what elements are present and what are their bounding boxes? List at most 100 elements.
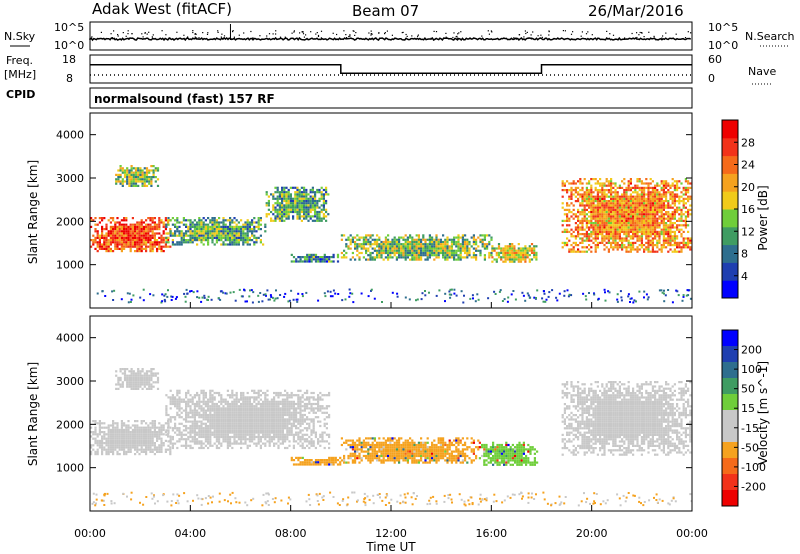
heatmap-cell	[138, 221, 141, 224]
heatmap-cell	[590, 208, 593, 211]
heatmap-cell	[141, 381, 144, 384]
heatmap-cell	[455, 236, 458, 239]
heatmap-cell	[607, 184, 610, 187]
heatmap-cell	[632, 224, 635, 227]
heatmap-cell	[402, 247, 405, 250]
heatmap-cell	[182, 400, 185, 403]
heatmap-cell	[629, 213, 632, 216]
heatmap-cell	[643, 296, 645, 299]
heatmap-cell	[156, 167, 160, 170]
heatmap-cell	[684, 189, 687, 192]
heatmap-cell	[614, 191, 617, 194]
heatmap-cell	[572, 235, 575, 238]
heatmap-cell	[101, 225, 104, 228]
heatmap-cell	[289, 195, 292, 198]
heatmap-cell	[130, 376, 133, 379]
heatmap-cell	[398, 251, 401, 255]
heatmap-cell	[605, 195, 608, 198]
heatmap-cell	[156, 437, 159, 440]
heatmap-cell	[193, 440, 196, 443]
heatmap-cell	[178, 438, 181, 441]
heatmap-cell	[222, 429, 225, 432]
heatmap-cell	[200, 424, 203, 428]
heatmap-cell	[107, 433, 110, 436]
heatmap-cell	[193, 405, 196, 408]
heatmap-cell	[147, 223, 150, 226]
heatmap-cell	[213, 398, 216, 401]
heatmap-cell	[660, 219, 663, 222]
heatmap-cell	[158, 431, 161, 434]
heatmap-cell	[147, 228, 150, 231]
heatmap-cell	[251, 301, 254, 304]
heatmap-cell	[150, 178, 153, 181]
heatmap-cell	[126, 167, 129, 170]
heatmap-cell	[283, 213, 286, 216]
heatmap-cell	[475, 238, 478, 241]
heatmap-cell	[665, 195, 668, 198]
heatmap-cell	[574, 213, 577, 216]
heatmap-cell	[687, 195, 690, 198]
heatmap-cell	[137, 184, 140, 187]
heatmap-cell	[437, 249, 440, 252]
heatmap-cell	[242, 243, 245, 246]
heatmap-cell	[300, 186, 303, 189]
heatmap-cell	[625, 217, 628, 220]
heatmap-cell	[402, 256, 405, 259]
heatmap-cell	[519, 256, 523, 259]
heatmap-cell	[207, 413, 210, 417]
heatmap-cell	[612, 239, 615, 242]
heatmap-cell	[618, 215, 621, 218]
heatmap-cell	[140, 450, 143, 453]
noise-search-point	[687, 31, 689, 33]
heatmap-cell	[120, 437, 123, 440]
heatmap-cell	[592, 237, 595, 240]
heatmap-cell	[647, 204, 650, 207]
heatmap-cell	[474, 300, 477, 303]
heatmap-cell	[215, 422, 218, 425]
heatmap-cell	[94, 439, 97, 442]
heatmap-cell	[515, 254, 518, 257]
heatmap-cell	[662, 222, 665, 225]
heatmap-cell	[636, 186, 639, 189]
heatmap-cell	[283, 193, 286, 196]
heatmap-cell	[207, 295, 210, 298]
heatmap-cell	[151, 221, 154, 224]
heatmap-cell	[671, 195, 674, 198]
heatmap-cell	[592, 206, 595, 209]
heatmap-cell	[627, 239, 630, 242]
heatmap-cell	[202, 225, 205, 228]
heatmap-cell	[515, 251, 518, 254]
heatmap-cell	[533, 256, 536, 259]
heatmap-cell	[149, 241, 152, 244]
heatmap-cell	[607, 217, 610, 220]
heatmap-cell	[96, 232, 99, 235]
heatmap-cell	[138, 247, 141, 250]
heatmap-cell	[656, 184, 659, 187]
heatmap-cell	[502, 251, 505, 254]
heatmap-cell	[193, 424, 196, 428]
heatmap-cell	[406, 247, 409, 250]
heatmap-cell	[211, 433, 214, 436]
heatmap-cell	[211, 221, 214, 224]
heatmap-cell	[237, 228, 240, 231]
heatmap-cell	[643, 228, 646, 231]
heatmap-cell	[211, 236, 214, 239]
heatmap-cell	[242, 239, 245, 242]
heatmap-cell	[129, 236, 132, 239]
heatmap-cell	[614, 197, 617, 200]
heatmap-cell	[143, 184, 146, 187]
heatmap-cell	[676, 250, 679, 253]
heatmap-cell	[125, 225, 128, 228]
heatmap-cell	[570, 195, 573, 198]
heatmap-cell	[126, 171, 129, 174]
heatmap-cell	[577, 215, 580, 218]
heatmap-cell	[294, 193, 297, 196]
heatmap-cell	[138, 234, 141, 237]
noise-search-point	[127, 30, 129, 32]
heatmap-cell	[114, 247, 117, 250]
heatmap-cell	[189, 435, 192, 439]
heatmap-cell	[204, 236, 207, 239]
heatmap-cell	[450, 238, 453, 241]
heatmap-cell	[136, 431, 139, 434]
heatmap-cell	[592, 228, 595, 231]
